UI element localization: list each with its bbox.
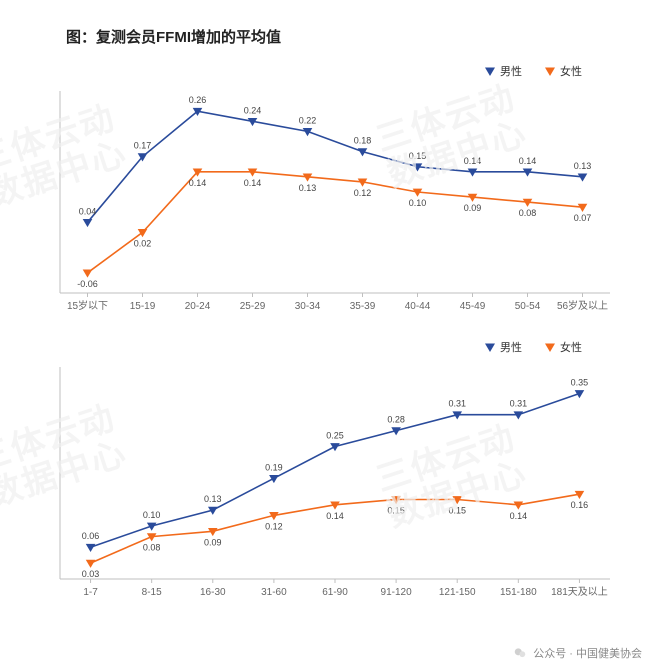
svg-text:0.09: 0.09 (464, 203, 482, 213)
chart-top: 15岁以下 15-19 20-24 25-29 30-34 35-39 40-44 45-49… (30, 57, 630, 327)
svg-text:1-7: 1-7 (83, 587, 98, 598)
svg-text:40-44: 40-44 (405, 301, 431, 312)
svg-text:0.22: 0.22 (299, 115, 317, 125)
svg-text:0.10: 0.10 (409, 198, 427, 208)
svg-text:0.03: 0.03 (82, 569, 100, 579)
svg-text:0.10: 0.10 (143, 510, 161, 520)
svg-text:-0.06: -0.06 (77, 279, 98, 289)
svg-text:15岁以下: 15岁以下 (67, 299, 108, 312)
chart-top-holder: 15岁以下 15-19 20-24 25-29 30-34 35-39 40-44 45-49… (30, 57, 630, 327)
svg-text:0.26: 0.26 (189, 95, 207, 105)
svg-text:20-24: 20-24 (185, 301, 211, 312)
svg-text:121-150: 121-150 (439, 587, 476, 598)
svg-text:0.14: 0.14 (510, 511, 528, 521)
svg-text:0.12: 0.12 (354, 188, 372, 198)
svg-text:0.17: 0.17 (134, 141, 152, 151)
svg-text:35-39: 35-39 (350, 301, 376, 312)
svg-text:女性: 女性 (560, 340, 582, 354)
svg-text:0.15: 0.15 (448, 506, 466, 516)
svg-text:16-30: 16-30 (200, 587, 226, 598)
svg-text:0.13: 0.13 (574, 161, 592, 171)
svg-text:0.14: 0.14 (464, 156, 482, 166)
svg-text:25-29: 25-29 (240, 301, 266, 312)
svg-text:0.08: 0.08 (519, 208, 537, 218)
svg-text:0.13: 0.13 (204, 494, 222, 504)
svg-text:0.08: 0.08 (143, 543, 161, 553)
svg-text:61-90: 61-90 (322, 587, 348, 598)
svg-text:男性: 男性 (500, 340, 522, 354)
svg-text:0.14: 0.14 (189, 178, 207, 188)
svg-text:女性: 女性 (560, 64, 582, 78)
svg-text:91-120: 91-120 (381, 587, 413, 598)
page: 图：复测会员FFMI增加的平均值 15岁以下 15-19 20-24 25-29 30-… (0, 0, 660, 665)
footer-text: 公众号 · 中国健美协会 (533, 645, 642, 661)
chart-bottom: 1-7 8-15 16-30 31-60 61-90 91-120 121-150 151-1… (30, 333, 630, 613)
svg-text:30-34: 30-34 (295, 301, 321, 312)
svg-text:0.13: 0.13 (299, 183, 317, 193)
svg-text:0.14: 0.14 (326, 511, 344, 521)
svg-text:0.06: 0.06 (82, 531, 100, 541)
svg-text:0.12: 0.12 (265, 521, 283, 531)
svg-text:0.15: 0.15 (387, 506, 405, 516)
wechat-icon (513, 646, 527, 660)
svg-text:50-54: 50-54 (515, 301, 541, 312)
svg-text:男性: 男性 (500, 64, 522, 78)
chart-title: 图：复测会员FFMI增加的平均值 (66, 26, 630, 47)
svg-text:0.14: 0.14 (244, 178, 262, 188)
svg-text:0.16: 0.16 (571, 500, 589, 510)
svg-text:0.09: 0.09 (204, 537, 222, 547)
svg-text:0.19: 0.19 (265, 462, 283, 472)
footer: 公众号 · 中国健美协会 (513, 645, 642, 661)
chart-bottom-holder: 1-7 8-15 16-30 31-60 61-90 91-120 121-150 151-1… (30, 333, 630, 613)
svg-text:56岁及以上: 56岁及以上 (557, 299, 608, 312)
svg-text:151-180: 151-180 (500, 587, 537, 598)
svg-text:181天及以上: 181天及以上 (551, 586, 608, 598)
svg-text:0.24: 0.24 (244, 105, 262, 115)
svg-text:0.35: 0.35 (571, 378, 589, 388)
svg-text:0.31: 0.31 (510, 399, 528, 409)
svg-text:31-60: 31-60 (261, 587, 287, 598)
svg-text:0.31: 0.31 (448, 399, 466, 409)
svg-text:0.07: 0.07 (574, 213, 592, 223)
svg-text:45-49: 45-49 (460, 301, 486, 312)
svg-text:0.14: 0.14 (519, 156, 537, 166)
svg-text:0.02: 0.02 (134, 238, 152, 248)
svg-text:0.15: 0.15 (409, 151, 427, 161)
svg-text:8-15: 8-15 (142, 587, 162, 598)
svg-text:15-19: 15-19 (130, 301, 156, 312)
svg-text:0.04: 0.04 (79, 206, 97, 216)
svg-text:0.18: 0.18 (354, 136, 372, 146)
svg-text:0.28: 0.28 (387, 415, 405, 425)
svg-text:0.25: 0.25 (326, 431, 344, 441)
